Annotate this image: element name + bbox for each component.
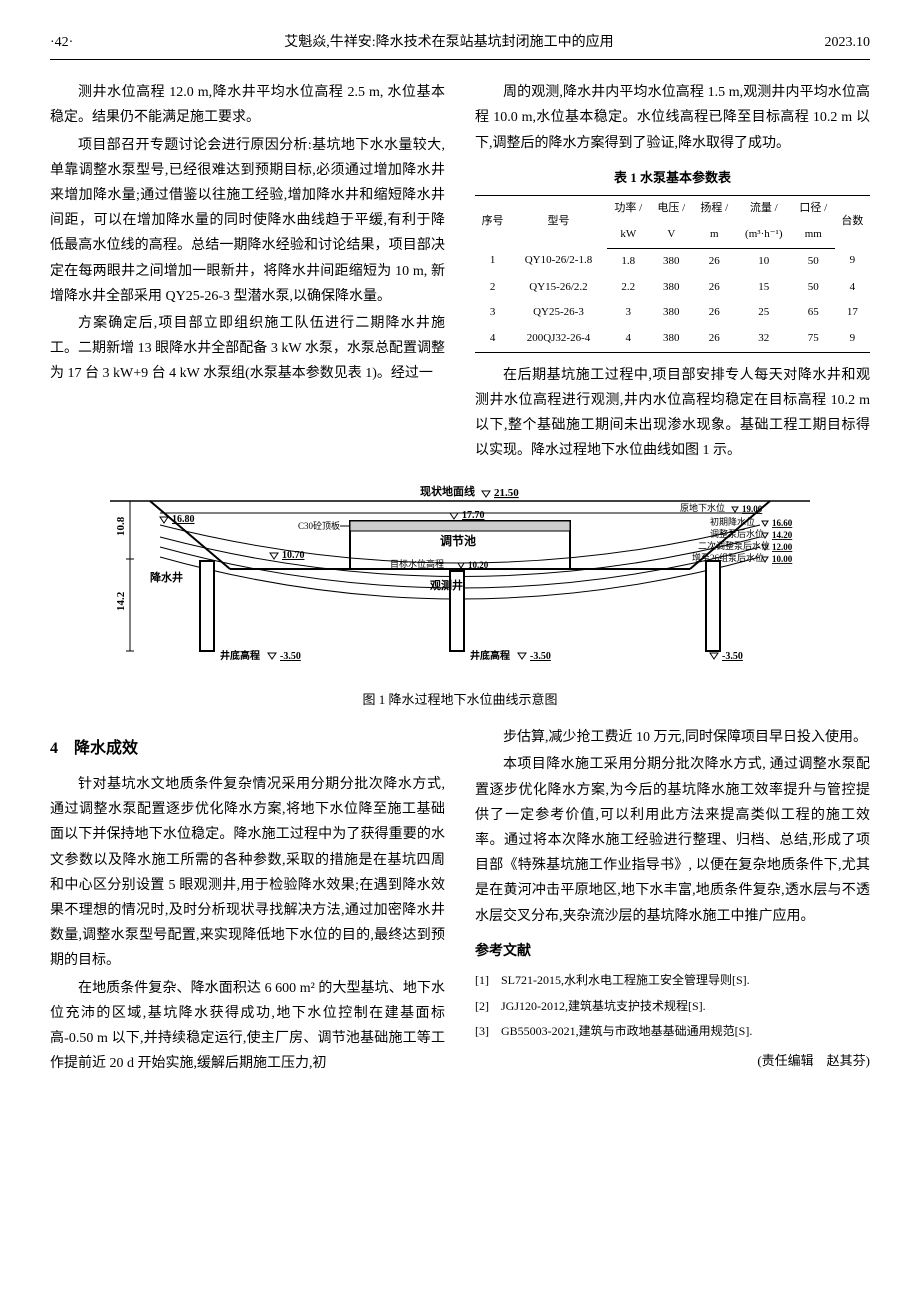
well-label: 降水井 — [150, 570, 183, 584]
td: 65 — [792, 300, 835, 326]
label: 现状地面线 — [420, 484, 475, 498]
paragraph: 在地质条件复杂、降水面积达 6 600 m² 的大型基坑、地下水位充沛的区域,基… — [50, 976, 445, 1077]
td: 9 — [835, 326, 870, 352]
td: QY10-26/2-1.8 — [510, 248, 607, 274]
td: 3 — [475, 300, 510, 326]
section-heading: 4 降水成效 — [50, 735, 445, 764]
table-row: 2QY15-26/2.22.23802615504 — [475, 275, 870, 301]
td: 26 — [693, 326, 736, 352]
paragraph: 测井水位高程 12.0 m,降水井平均水位高程 2.5 m, 水位基本稳定。结果… — [50, 80, 445, 130]
td: 4 — [607, 326, 650, 352]
td: 9 — [835, 248, 870, 274]
elev: -3.50 — [722, 651, 743, 662]
elev: 14.20 — [772, 530, 793, 540]
th: m — [693, 222, 736, 248]
elev: 10.00 — [772, 554, 793, 564]
th: V — [650, 222, 693, 248]
figure-1: 现状地面线 21.50 原地下水位 19.00 初期降水位 16.60 调整泵后… — [50, 481, 870, 680]
td: 25 — [736, 300, 792, 326]
paragraph: 周的观测,降水井内平均水位高程 1.5 m,观测井内平均水位高程 10.0 m,… — [475, 80, 870, 156]
header-date: 2023.10 — [825, 30, 871, 55]
th: 流量 / — [736, 196, 792, 222]
table-row: 3QY25-26-3338026256517 — [475, 300, 870, 326]
paragraph: 在后期基坑施工过程中,项目部安排专人每天对降水井和观测井水位高程进行观测,井内水… — [475, 363, 870, 464]
th: kW — [607, 222, 650, 248]
th: 口径 / — [792, 196, 835, 222]
refs-heading: 参考文献 — [475, 939, 870, 964]
page-number: ·42· — [50, 30, 73, 55]
pump-table: 序号 型号 功率 / 电压 / 扬程 / 流量 / 口径 / 台数 kW V m… — [475, 195, 870, 353]
table-row: 1QY10-26/2-1.81.83802610509 — [475, 248, 870, 274]
editor-note: (责任编辑 赵其芬) — [475, 1049, 870, 1072]
td: QY25-26-3 — [510, 300, 607, 326]
table-row: 4200QJ32-26-443802632759 — [475, 326, 870, 352]
label: 目标水位高程 — [390, 558, 444, 569]
label: 井底高程 — [470, 649, 510, 662]
dim: 14.2 — [115, 591, 127, 611]
well-label: 观测井 — [430, 578, 463, 592]
pool-label: 调节池 — [440, 533, 476, 548]
ref-item: [3] GB55003-2021,建筑与市政地基基础通用规范[S]. — [475, 1021, 870, 1043]
elev: 12.00 — [772, 542, 793, 552]
td: 380 — [650, 300, 693, 326]
td: QY15-26/2.2 — [510, 275, 607, 301]
td: 26 — [693, 300, 736, 326]
elev: 16.60 — [772, 518, 793, 528]
th: (m³·h⁻¹) — [736, 222, 792, 248]
header-title: 艾魁焱,牛祥安:降水技术在泵站基坑封闭施工中的应用 — [284, 30, 613, 55]
td: 17 — [835, 300, 870, 326]
td: 50 — [792, 275, 835, 301]
dim: 10.8 — [115, 516, 127, 536]
th: mm — [792, 222, 835, 248]
paragraph: 本项目降水施工采用分期分批次降水方式, 通过调整水泵配置逐步优化降水方案,为今后… — [475, 752, 870, 928]
td: 1 — [475, 248, 510, 274]
th: 序号 — [475, 196, 510, 249]
td: 32 — [736, 326, 792, 352]
paragraph: 项目部召开专题讨论会进行原因分析:基坑地下水水量较大,单靠调整水泵型号,已经很难… — [50, 133, 445, 309]
td: 380 — [650, 326, 693, 352]
td: 10 — [736, 248, 792, 274]
th: 电压 / — [650, 196, 693, 222]
th: 台数 — [835, 196, 870, 249]
elev: 17.70 — [462, 510, 485, 521]
td: 26 — [693, 275, 736, 301]
td: 75 — [792, 326, 835, 352]
th: 扬程 / — [693, 196, 736, 222]
td: 2 — [475, 275, 510, 301]
th: 功率 / — [607, 196, 650, 222]
label: 原地下水位 — [680, 502, 725, 513]
label: C30砼顶板 — [298, 520, 340, 531]
td: 380 — [650, 275, 693, 301]
td: 200QJ32-26-4 — [510, 326, 607, 352]
td: 15 — [736, 275, 792, 301]
figure-caption: 图 1 降水过程地下水位曲线示意图 — [50, 688, 870, 711]
td: 3 — [607, 300, 650, 326]
elev: -3.50 — [530, 651, 551, 662]
label: 井底高程 — [220, 649, 260, 662]
ref-item: [2] JGJ120-2012,建筑基坑支护技术规程[S]. — [475, 996, 870, 1018]
td: 2.2 — [607, 275, 650, 301]
td: 380 — [650, 248, 693, 274]
paragraph: 针对基坑水文地质条件复杂情况采用分期分批次降水方式,通过调整水泵配置逐步优化降水… — [50, 772, 445, 974]
td: 1.8 — [607, 248, 650, 274]
td: 26 — [693, 248, 736, 274]
td: 4 — [475, 326, 510, 352]
elev: -3.50 — [280, 651, 301, 662]
elev: 21.50 — [494, 487, 519, 499]
paragraph: 方案确定后,项目部立即组织施工队伍进行二期降水井施工。二期新增 13 眼降水井全… — [50, 311, 445, 387]
td: 50 — [792, 248, 835, 274]
label: 初期降水位 — [710, 516, 755, 527]
paragraph: 步估算,减少抢工费近 10 万元,同时保障项目早日投入使用。 — [475, 725, 870, 750]
ref-item: [1] SL721-2015,水利水电工程施工安全管理导则[S]. — [475, 970, 870, 992]
th: 型号 — [510, 196, 607, 249]
td: 4 — [835, 275, 870, 301]
table-caption: 表 1 水泵基本参数表 — [475, 166, 870, 189]
